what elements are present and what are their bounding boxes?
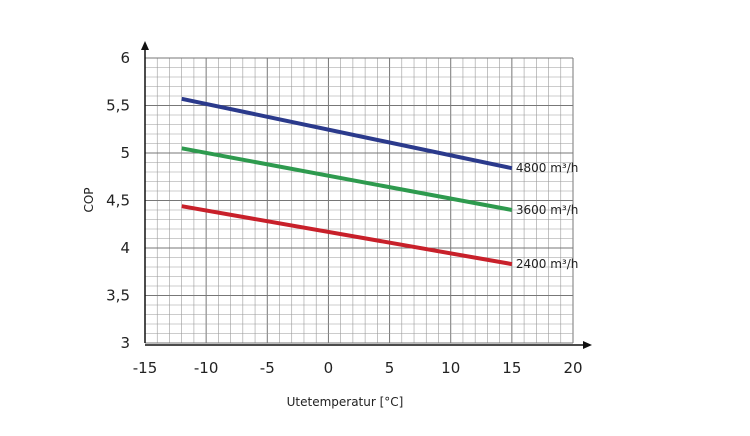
y-tick-label: 5 <box>120 144 130 162</box>
x-tick-label: 0 <box>324 359 334 377</box>
axes <box>141 41 592 349</box>
series-label-3: 2400 m³/h <box>516 257 579 271</box>
x-tick-label: -5 <box>260 359 275 377</box>
series-labels: 4800 m³/h 3600 m³/h 2400 m³/h <box>516 161 579 271</box>
x-tick-labels: -15 -10 -5 0 5 10 15 20 <box>133 359 583 377</box>
x-tick-label: 10 <box>441 359 460 377</box>
y-tick-labels: 3 3,5 4 4,5 5 5,5 6 <box>106 49 130 352</box>
grid <box>144 57 574 344</box>
y-tick-label: 5,5 <box>106 97 130 115</box>
y-tick-label: 3,5 <box>106 287 130 305</box>
y-tick-label: 4 <box>120 239 130 257</box>
y-axis-label: COP <box>82 187 96 212</box>
y-axis-arrow-icon <box>141 41 149 50</box>
y-tick-label: 3 <box>120 334 130 352</box>
x-tick-label: -15 <box>133 359 158 377</box>
y-tick-label: 4,5 <box>106 192 130 210</box>
x-tick-label: -10 <box>194 359 219 377</box>
x-axis-label: Utetemperatur [°C] <box>287 395 404 409</box>
series-line-3 <box>181 204 513 267</box>
series-line-2 <box>181 146 513 212</box>
x-axis-arrow-icon <box>583 341 592 349</box>
series-label-1: 4800 m³/h <box>516 161 579 175</box>
y-tick-label: 6 <box>120 49 130 67</box>
series-lines <box>181 96 513 267</box>
x-tick-label: 5 <box>385 359 395 377</box>
series-line-1 <box>181 96 513 171</box>
x-tick-label: 15 <box>502 359 521 377</box>
series-label-2: 3600 m³/h <box>516 203 579 217</box>
x-tick-label: 20 <box>563 359 582 377</box>
